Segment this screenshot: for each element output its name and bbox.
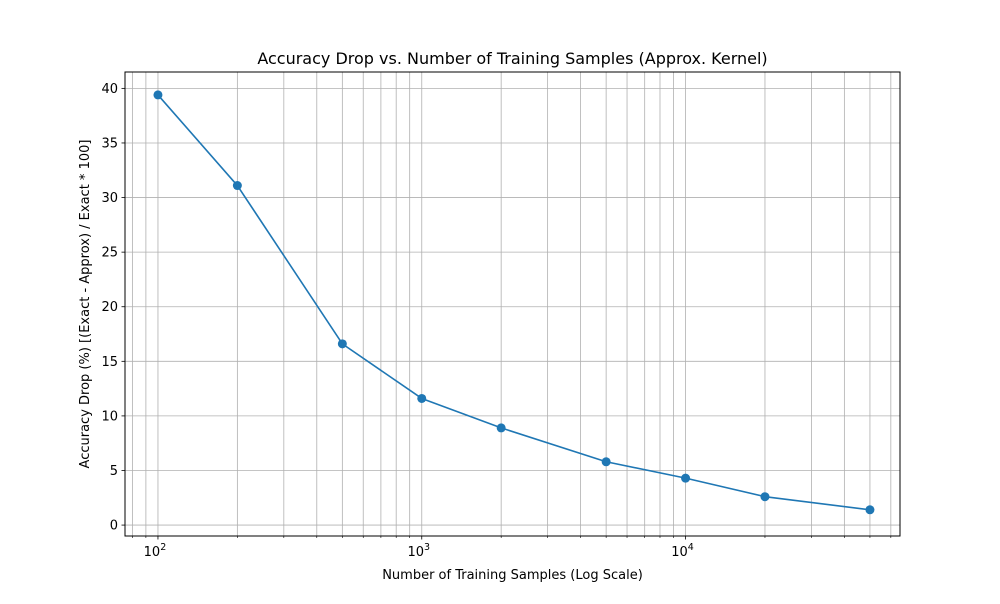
data-point xyxy=(865,505,875,515)
series-line xyxy=(157,94,871,511)
y-tick-label: 25 xyxy=(101,246,118,261)
y-tick-label: 30 xyxy=(101,191,118,206)
data-point xyxy=(153,90,163,100)
x-tick-label: 104 xyxy=(671,542,694,560)
data-point xyxy=(232,181,242,191)
x-tick-label: 103 xyxy=(407,542,430,560)
y-axis-label: Accuracy Drop (%) [(Exact - Approx) / Ex… xyxy=(78,140,93,469)
y-tick-label: 15 xyxy=(101,355,118,370)
y-axis-ticks: 0 5 10 15 20 25 30 35 40 xyxy=(101,82,125,534)
data-point xyxy=(496,423,506,433)
data-point xyxy=(601,457,611,467)
grid-lines xyxy=(125,72,900,536)
y-tick-label: 40 xyxy=(101,82,118,97)
y-tick-label: 35 xyxy=(101,136,118,151)
data-point xyxy=(337,339,347,349)
chart-title: Accuracy Drop vs. Number of Training Sam… xyxy=(257,49,767,68)
data-point xyxy=(417,393,427,403)
y-tick-label: 20 xyxy=(101,300,118,315)
series-layer xyxy=(153,90,875,515)
y-tick-label: 5 xyxy=(110,464,118,479)
data-point xyxy=(760,492,770,502)
plot-frame xyxy=(124,71,901,537)
x-tick-label: 102 xyxy=(144,542,167,560)
y-tick-label: 10 xyxy=(101,409,118,424)
x-axis-label: Number of Training Samples (Log Scale) xyxy=(382,568,643,583)
x-axis-ticks: 102 103 104 xyxy=(132,536,892,560)
y-tick-label: 0 xyxy=(110,519,118,534)
data-point xyxy=(681,473,691,483)
